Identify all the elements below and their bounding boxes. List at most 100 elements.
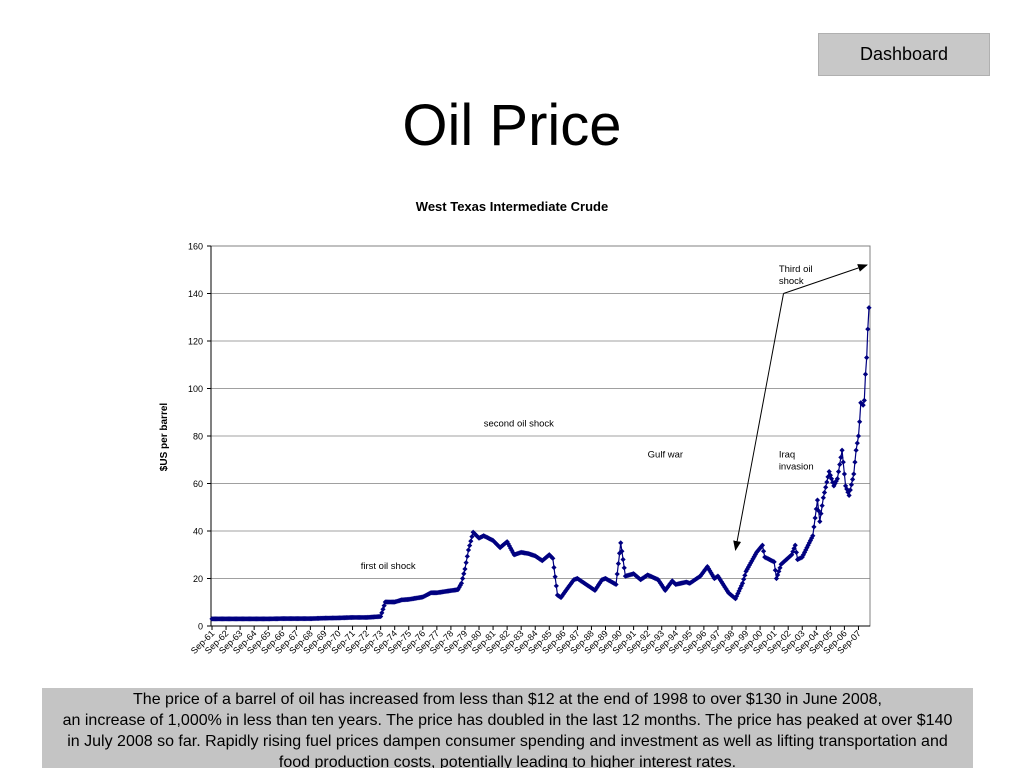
data-point [457,582,463,588]
data-point [660,584,666,590]
data-point [721,582,727,588]
data-point [698,571,705,578]
data-point [570,578,576,584]
data-point [565,585,571,591]
data-point [810,533,816,539]
caption-text: The price of a barrel of oil has increas… [42,688,973,768]
data-point [656,578,662,585]
data-point [821,489,828,496]
data-point [735,590,741,597]
data-point [664,584,671,590]
data-point [825,474,831,480]
data-point [838,454,844,460]
y-tick-label: 80 [193,432,203,442]
data-point [751,553,757,560]
data-point [704,564,710,570]
caption-line: in July 2008 so far. Rapidly rising fuel… [67,733,948,750]
data-point [469,534,475,540]
data-point [561,589,568,596]
dashboard-button[interactable]: Dashboard [818,33,990,76]
annotation-label: second oil shock [484,419,554,430]
data-point [837,461,843,468]
data-point [739,580,746,586]
annotation-label: Gulf war [648,449,683,460]
data-point [710,573,716,580]
data-point [616,550,623,556]
data-point [850,476,856,482]
data-point [715,573,721,579]
data-point [792,542,798,548]
data-point [851,471,857,477]
data-point [750,556,756,562]
data-point [803,547,809,553]
caption-line: food production costs, potentially leadi… [278,754,737,768]
data-point [835,469,842,475]
data-point [702,567,708,573]
data-point [852,459,858,465]
data-point [823,484,829,490]
data-point [748,560,754,566]
data-point [759,542,766,548]
data-point [814,497,821,503]
data-point [752,551,759,558]
data-point [707,567,713,574]
data-point [841,471,848,477]
data-point [777,565,783,571]
data-point [865,326,871,332]
data-point [840,459,846,465]
data-point [460,575,466,582]
data-point [818,510,824,517]
data-point [456,584,462,591]
y-tick-label: 140 [188,289,203,299]
data-point [724,588,730,594]
data-point [708,569,714,576]
data-point [834,476,840,482]
caption-line: an increase of 1,000% in less than ten y… [62,712,953,729]
data-point [861,397,867,403]
data-point [718,579,725,585]
y-tick-label: 160 [188,242,203,252]
data-point [853,447,859,453]
data-point [467,542,473,549]
data-point [563,588,569,594]
data-point [722,584,728,590]
data-point [553,583,559,589]
data-point [847,487,853,493]
caption-line: The price of a barrel of oil has increas… [133,691,882,708]
data-point [839,447,845,453]
data-point [598,578,604,585]
data-point [558,594,564,601]
y-tick-label: 60 [193,479,203,489]
data-point [844,486,850,492]
data-point [594,584,600,590]
data-point [812,515,818,521]
data-point [464,553,470,559]
data-point [461,571,467,577]
data-point [510,549,516,556]
data-point [551,564,557,571]
data-point [723,586,729,592]
data-point [789,552,795,558]
data-point [773,575,780,582]
data-point [621,565,627,571]
data-point [820,495,826,501]
data-point [620,556,626,563]
data-point [455,587,461,593]
data-point [380,606,386,612]
data-point [508,545,514,551]
data-point [381,603,387,609]
data-point [618,540,624,546]
data-point [855,433,862,439]
data-point [566,583,572,589]
data-point [828,476,835,482]
data-point [738,583,744,589]
data-point [846,492,852,498]
data-point [862,371,869,377]
data-point [462,566,468,572]
data-point [760,548,767,554]
data-point [860,402,866,408]
data-point [663,586,669,592]
data-point [716,575,722,581]
data-point [791,545,797,552]
data-point [848,482,855,488]
